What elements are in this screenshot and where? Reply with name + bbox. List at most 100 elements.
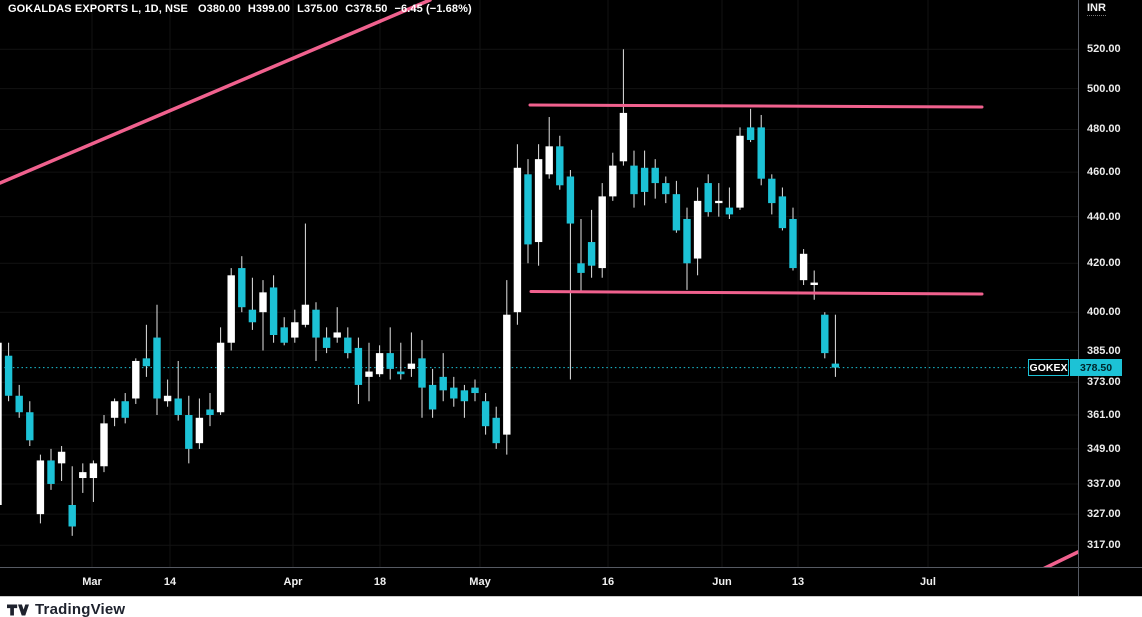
price-axis-label: 420.00	[1087, 257, 1121, 270]
candle-body	[746, 127, 755, 140]
candle-body	[799, 253, 808, 281]
candle-body	[312, 309, 320, 338]
candle-body	[481, 401, 490, 427]
price-axis-label: 337.00	[1087, 477, 1121, 490]
price-axis-label: 480.00	[1087, 123, 1121, 136]
candle-body	[269, 287, 278, 336]
candle-body	[630, 165, 638, 195]
candle-body	[831, 363, 840, 368]
tradingview-logo[interactable]: TradingView	[7, 601, 125, 617]
candle-body	[577, 263, 585, 273]
candle-body	[524, 174, 532, 245]
candle-body	[757, 127, 765, 179]
price-axis-label: 373.00	[1087, 376, 1121, 389]
candle-body	[354, 347, 363, 385]
candle-body	[89, 463, 98, 479]
chart-canvas[interactable]: GOKALDAS EXPORTS L, 1D, NSE O380.00 H399.0…	[0, 0, 1078, 568]
candle-body	[810, 282, 818, 286]
candle-body	[407, 363, 416, 369]
candle-body	[0, 342, 2, 505]
candle-body	[206, 409, 214, 416]
candle-body	[450, 387, 458, 399]
candle-body	[640, 167, 649, 192]
ohlc-open: O380.00	[197, 3, 241, 15]
candle-body	[386, 353, 394, 369]
time-axis-label: Jul	[920, 576, 936, 588]
trendline-upper-left[interactable]	[0, 0, 432, 185]
resistance-line[interactable]	[528, 103, 984, 109]
candle-body	[492, 417, 500, 444]
currency-label[interactable]: INR	[1087, 2, 1106, 16]
price-axis-label: 500.00	[1087, 82, 1121, 95]
candle-body	[725, 207, 734, 215]
candle-body	[672, 194, 681, 231]
candle-body	[132, 360, 140, 399]
candle-body	[15, 395, 23, 413]
candle-body	[195, 417, 204, 444]
candle-body	[216, 342, 225, 413]
candle-body	[26, 412, 34, 441]
time-axis-label: Apr	[283, 576, 303, 588]
candle-body	[291, 322, 299, 338]
current-price-value: 378.50	[1070, 359, 1122, 377]
tradingview-logo-icon	[7, 604, 29, 615]
candlestick-chart[interactable]	[0, 0, 1078, 568]
candle-body	[185, 415, 193, 449]
support-line[interactable]	[529, 290, 984, 296]
time-axis-label: 16	[601, 576, 615, 588]
candle-body	[100, 423, 108, 467]
candle-body	[513, 167, 522, 313]
candle-body	[587, 242, 596, 266]
candle-body	[534, 159, 543, 243]
candle-body	[683, 218, 691, 264]
price-axis-label: 400.00	[1087, 306, 1121, 319]
candle-body	[609, 165, 617, 197]
candle-body	[693, 200, 702, 259]
symbol-legend[interactable]: GOKALDAS EXPORTS L, 1D, NSE O380.00 H399.0…	[8, 3, 479, 15]
candle-body	[428, 384, 437, 410]
price-axis-label: 349.00	[1087, 442, 1121, 455]
candle-body	[36, 460, 45, 515]
time-axis[interactable]: Mar 14 Apr 18 May 16 Jun 13 Jul	[0, 567, 1078, 597]
axis-corner	[1078, 567, 1142, 597]
ohlc-low: L375.00	[297, 3, 339, 15]
price-axis[interactable]: INR 520.00 500.00 480.00 460.00 440.00 420.00…	[1078, 0, 1142, 596]
candle-body	[365, 371, 373, 377]
candle-body	[789, 218, 797, 269]
candle-body	[4, 355, 13, 396]
time-axis-label: May	[469, 576, 491, 588]
candle-body	[704, 183, 712, 213]
candle-body	[566, 176, 575, 224]
time-axis-label: Jun	[712, 576, 732, 588]
ohlc-close: C378.50	[345, 3, 388, 15]
candle-body	[322, 337, 331, 348]
candle-body	[333, 332, 341, 338]
bottom-bar: TradingView	[0, 596, 1142, 617]
candle-body	[460, 390, 469, 402]
candle-body	[619, 112, 628, 162]
candle-body	[174, 398, 182, 416]
candle-body	[227, 275, 235, 343]
ohlc-change: −6.45 (−1.68%)	[394, 3, 472, 15]
time-axis-label: 18	[373, 576, 387, 588]
candle-body	[47, 460, 55, 484]
candle-body	[556, 146, 564, 186]
candle-body	[471, 387, 479, 394]
candle-body	[736, 135, 744, 208]
tradingview-wordmark: TradingView	[35, 601, 126, 617]
candle-body	[259, 292, 267, 313]
time-axis-label: 14	[163, 576, 177, 588]
candle-body	[397, 371, 405, 375]
price-axis-label: 317.00	[1087, 539, 1121, 552]
time-axis-label: Mar	[82, 576, 102, 588]
ohlc-high: H399.00	[247, 3, 291, 15]
symbol-title[interactable]: GOKALDAS EXPORTS L, 1D, NSE	[8, 3, 188, 15]
current-price-tag: GOKEX 378.50	[1028, 359, 1122, 377]
candle-body	[768, 178, 776, 204]
candle-body	[503, 314, 511, 435]
candle-body	[651, 167, 659, 184]
candle-body	[280, 327, 288, 343]
candle-body	[248, 309, 257, 323]
trendline-lower-right[interactable]	[1041, 550, 1078, 568]
